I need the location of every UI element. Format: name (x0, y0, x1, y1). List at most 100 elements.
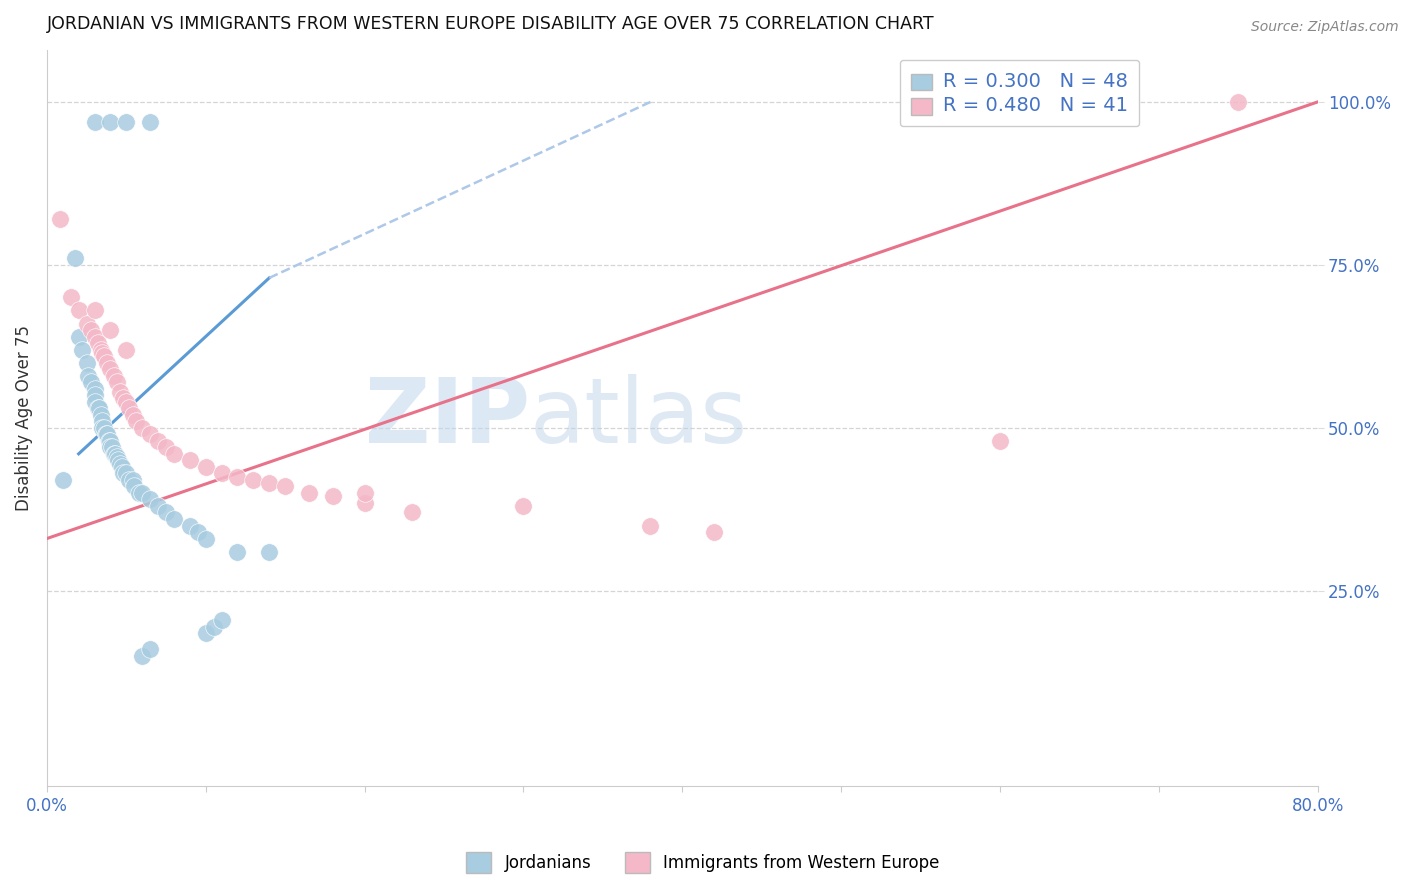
Point (118, 401, 141, 416)
Point (105, 450, 128, 464)
Point (401, 506, 423, 520)
Point (139, 114, 162, 128)
Point (226, 469, 249, 483)
Point (194, 532, 217, 546)
Point (155, 440, 177, 454)
Point (100, 362, 122, 376)
Point (110, 459, 132, 474)
Text: Source: ZipAtlas.com: Source: ZipAtlas.com (1251, 20, 1399, 34)
Point (105, 375, 128, 389)
Point (211, 613, 233, 627)
Point (100, 434, 122, 448)
Point (100, 440, 122, 454)
Point (274, 479, 297, 493)
Point (226, 544, 249, 558)
Point (107, 453, 129, 467)
Point (76, 317, 98, 331)
Point (139, 427, 162, 442)
Point (259, 476, 281, 491)
Legend: Jordanians, Immigrants from Western Europe: Jordanians, Immigrants from Western Euro… (460, 846, 946, 880)
Point (48, 212, 70, 227)
Point (131, 648, 153, 663)
Point (77, 368, 100, 383)
Point (59, 290, 82, 304)
Point (112, 467, 135, 481)
Point (242, 473, 264, 487)
Point (112, 392, 135, 406)
Point (115, 343, 138, 357)
Legend: R = 0.300   N = 48, R = 0.480   N = 41: R = 0.300 N = 48, R = 0.480 N = 41 (900, 61, 1139, 127)
Text: atlas: atlas (530, 374, 748, 462)
Point (187, 524, 209, 539)
Point (988, 434, 1011, 448)
Point (83, 394, 105, 409)
Point (52, 473, 75, 487)
Point (103, 447, 125, 461)
Point (83, 388, 105, 402)
Point (101, 440, 124, 454)
Point (115, 394, 138, 409)
Point (115, 114, 138, 128)
Point (131, 486, 153, 500)
Y-axis label: Disability Age Over 75: Disability Age Over 75 (15, 325, 32, 511)
Point (86, 401, 108, 416)
Point (298, 486, 321, 500)
Point (91, 346, 114, 360)
Point (121, 408, 143, 422)
Point (90, 343, 112, 357)
Point (179, 453, 201, 467)
Point (1227, 95, 1250, 109)
Point (83, 329, 105, 343)
Point (139, 642, 162, 657)
Point (211, 467, 233, 481)
Point (108, 384, 131, 399)
Point (80, 375, 103, 389)
Point (67, 303, 90, 318)
Point (194, 626, 217, 640)
Point (67, 329, 90, 343)
Point (202, 619, 225, 633)
Point (65, 252, 87, 266)
Point (100, 323, 122, 337)
Point (163, 512, 186, 526)
Point (118, 473, 141, 487)
Point (70, 343, 93, 357)
Point (194, 459, 217, 474)
Point (179, 518, 201, 533)
Point (155, 506, 177, 520)
Point (91, 414, 114, 428)
Point (125, 414, 148, 428)
Point (83, 114, 105, 128)
Text: JORDANIAN VS IMMIGRANTS FROM WESTERN EUROPE DISABILITY AGE OVER 75 CORRELATION C: JORDANIAN VS IMMIGRANTS FROM WESTERN EUR… (46, 15, 935, 33)
Point (259, 544, 281, 558)
Point (100, 114, 122, 128)
Point (139, 492, 162, 507)
Point (83, 303, 105, 318)
Point (93, 421, 115, 435)
Point (94, 427, 117, 442)
Point (90, 408, 112, 422)
Point (146, 499, 169, 513)
Point (131, 421, 153, 435)
Point (97, 434, 120, 448)
Point (86, 336, 108, 351)
Point (512, 499, 534, 513)
Point (353, 486, 375, 500)
Point (103, 368, 125, 383)
Point (93, 349, 115, 363)
Point (83, 382, 105, 396)
Point (76, 356, 98, 370)
Point (146, 434, 169, 448)
Point (122, 479, 145, 493)
Text: ZIP: ZIP (364, 374, 530, 462)
Point (703, 524, 725, 539)
Point (80, 323, 103, 337)
Point (89, 401, 111, 416)
Point (128, 486, 150, 500)
Point (96, 356, 118, 370)
Point (108, 457, 131, 471)
Point (104, 447, 127, 461)
Point (163, 447, 186, 461)
Point (322, 489, 344, 503)
Point (115, 467, 138, 481)
